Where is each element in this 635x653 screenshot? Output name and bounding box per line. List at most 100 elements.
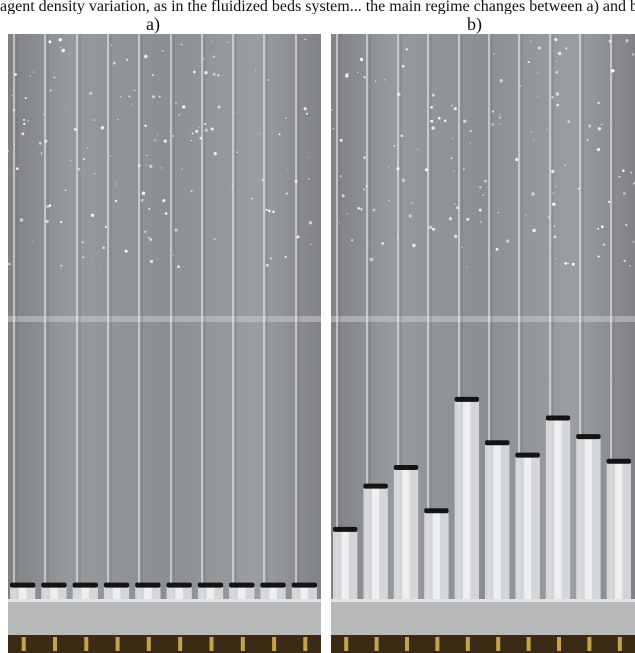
a-bubble <box>42 113 44 116</box>
a-bubble <box>60 47 62 49</box>
a-column-cap <box>10 582 36 588</box>
b-bubble <box>448 217 453 221</box>
a-bubble <box>93 119 96 121</box>
b-bubble <box>453 107 457 111</box>
b-bubble <box>341 194 345 198</box>
a-bubble <box>120 95 122 98</box>
a-bubble <box>73 128 77 131</box>
b-bubble <box>401 64 405 68</box>
b-bubble <box>357 71 359 74</box>
a-bubble <box>267 79 269 81</box>
b-bubble <box>632 53 635 56</box>
b-column-highlight <box>615 462 623 599</box>
a-bubble <box>210 127 214 131</box>
b-valve <box>526 637 531 651</box>
b-bubble <box>480 221 482 223</box>
b-bubble <box>555 60 557 62</box>
a-bubble <box>174 228 178 232</box>
a-bubble <box>124 249 128 253</box>
b-bubble <box>363 156 367 160</box>
b-bubble <box>499 79 503 83</box>
a-bubble <box>161 50 164 52</box>
panel-label-a: a) <box>146 14 160 34</box>
a-column-cap <box>291 582 317 588</box>
b-bubble <box>533 138 535 140</box>
a-bubble <box>164 212 168 215</box>
b-bubble <box>482 194 484 196</box>
a-bubble <box>27 120 29 122</box>
b-bubble <box>629 264 631 267</box>
b-bubble <box>479 186 482 189</box>
b-bubble <box>519 85 522 87</box>
a-bubble <box>265 263 269 267</box>
b-bubble <box>430 119 434 123</box>
a-bubble <box>40 152 43 155</box>
a-bubble <box>201 61 203 63</box>
b-bubble <box>456 206 459 209</box>
b-bubble <box>537 96 539 98</box>
b-bubble <box>532 228 536 233</box>
b-bubble <box>469 142 471 144</box>
a-bubble <box>131 103 133 105</box>
b-bubble <box>632 240 635 243</box>
b-column-cap <box>515 452 540 458</box>
b-bubble <box>359 57 364 62</box>
a-bubble <box>190 139 192 142</box>
b-column-highlight <box>463 400 471 599</box>
a-bubble <box>310 243 312 246</box>
b-bubble <box>346 72 349 75</box>
a-bubble <box>48 204 52 207</box>
b-bubble <box>553 225 556 227</box>
a-bubble <box>146 154 148 157</box>
a-bubble <box>217 105 221 109</box>
b-column-cap <box>576 434 601 440</box>
b-reflection-band <box>331 316 635 322</box>
a-bubble <box>45 219 49 224</box>
b-bubble <box>339 138 343 142</box>
b-bubble <box>625 39 629 43</box>
b-bubble <box>466 266 468 268</box>
a-bubble <box>82 157 86 161</box>
b-bubble <box>451 105 453 107</box>
b-bubble <box>493 53 495 55</box>
a-bubble <box>77 167 81 171</box>
b-valve <box>587 637 592 651</box>
a-bubble <box>137 164 141 168</box>
a-bubble <box>195 129 199 133</box>
a-bubble <box>236 151 238 153</box>
a-bubble <box>117 118 119 121</box>
b-valve <box>496 637 501 651</box>
a-valve <box>209 637 214 651</box>
a-bubble <box>60 220 63 224</box>
a-bubble <box>82 256 85 258</box>
a-bubble <box>278 133 281 136</box>
a-bubble <box>24 97 27 100</box>
a-bubble <box>204 71 208 75</box>
b-bubble <box>431 93 435 97</box>
b-bubble <box>432 227 435 231</box>
b-column-cap <box>606 458 631 464</box>
b-bubble <box>564 262 568 265</box>
a-bubble <box>86 147 88 149</box>
b-bubble <box>466 217 470 221</box>
b-bubble <box>600 225 604 229</box>
a-valve <box>21 637 26 651</box>
a-column-highlight <box>206 586 215 599</box>
photo-panel-b-drawing <box>331 34 635 653</box>
a-valve <box>115 637 120 651</box>
b-bubble <box>552 202 556 206</box>
a-column-cap <box>229 582 255 588</box>
a-column-cap <box>135 582 161 588</box>
a-bubble <box>213 152 217 156</box>
a-bubble <box>284 256 287 258</box>
a-bubble <box>175 102 177 105</box>
a-bubble <box>69 159 72 162</box>
b-valve <box>405 637 409 651</box>
a-bubble <box>182 105 186 109</box>
a-bubble <box>172 135 174 137</box>
b-bubble <box>363 188 365 191</box>
a-bubble <box>285 192 288 195</box>
b-column-cap <box>363 483 388 489</box>
b-bubble <box>372 208 376 212</box>
a-bubble <box>162 199 166 203</box>
